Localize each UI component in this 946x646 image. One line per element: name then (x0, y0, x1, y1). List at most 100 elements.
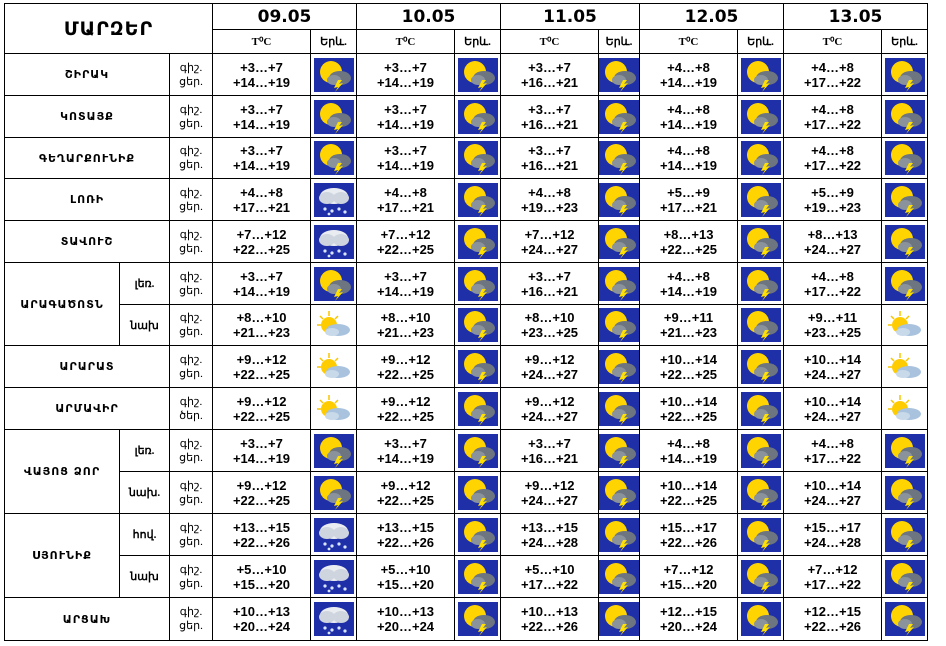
rain-cloud-icon (310, 597, 357, 641)
day-temperature: +17…+22 (803, 74, 862, 90)
night-temperature: +9…+12 (236, 351, 287, 367)
temperature-column-header: T⁰C (356, 29, 455, 54)
day-temperature: +20…+24 (659, 619, 718, 634)
region-row: ԿՈՏԱՅՔ գիշ. ցեր. +3…+7 +14…+19 +3…+7 +14…+19 … (4, 95, 928, 138)
day-label: ցեր. (179, 159, 203, 171)
night-temperature: +8…+13 (807, 226, 858, 242)
sun-cloud-thunder-icon (454, 137, 501, 179)
yerevan-column-header: Երև. (454, 29, 501, 54)
day-temperature: +14…+19 (659, 158, 718, 173)
temperature-cell: +10…+14 +24…+27 (783, 387, 882, 430)
night-label: գիշ. (179, 103, 203, 116)
temperature-cell: +15…+17 +22…+26 (639, 513, 738, 556)
temperature-cell: +9…+12 +22…+25 (356, 387, 455, 430)
sun-cloud-thunder-icon (737, 471, 784, 514)
region-row: ՇԻՐԱԿ գիշ. ցեր. +3…+7 +14…+19 +3…+7 +14…+19 +… (4, 53, 928, 96)
night-day-labels: գիշ. ցեր. (169, 304, 213, 346)
temperature-cell: +10…+13 +20…+24 (212, 597, 311, 641)
day-label: ցեր. (179, 620, 203, 632)
night-temperature: +10…+14 (659, 393, 718, 409)
night-label: գիշ. (179, 270, 203, 283)
temperature-cell: +8…+13 +22…+25 (639, 220, 738, 263)
day-temperature: +22…+25 (659, 241, 718, 257)
night-label: գիշ. (179, 186, 203, 199)
night-temperature: +8…+10 (524, 310, 575, 325)
sun-cloud-thunder-icon (881, 53, 928, 96)
night-temperature: +13…+15 (376, 519, 435, 535)
night-temperature: +3…+7 (528, 101, 571, 117)
sun-cloud-thunder-icon (598, 178, 640, 221)
night-temperature: +7…+12 (663, 561, 714, 577)
sun-cloud-thunder-icon (310, 95, 357, 138)
day-temperature: +24…+27 (803, 492, 862, 508)
day-temperature: +21…+23 (232, 325, 291, 340)
night-temperature: +4…+8 (667, 435, 710, 451)
night-temperature: +9…+12 (380, 393, 431, 409)
sun-cloud-thunder-icon (310, 262, 357, 305)
temperature-cell: +3…+7 +14…+19 (356, 53, 455, 96)
sun-cloud-thunder-icon (454, 220, 501, 263)
day-temperature: +17…+22 (803, 158, 862, 173)
day-temperature: +14…+19 (376, 74, 435, 90)
sun-cloud-thunder-icon (737, 220, 784, 263)
region-row: նախ. գիշ. ցեր. +9…+12 +22…+25 +9…+12 +22…+25 … (5, 471, 928, 514)
forecast-table: ՄԱՐԶԵՐ 09.05 10.05 11.05 12.05 13.05 T⁰C… (4, 3, 928, 641)
sun-cloud-thunder-icon (881, 471, 928, 514)
night-temperature: +5…+10 (524, 561, 575, 577)
day-temperature: +22…+25 (376, 241, 435, 257)
day-temperature: +17…+21 (232, 199, 291, 215)
day-temperature: +24…+27 (520, 366, 579, 382)
sun-cloud-thunder-icon (454, 53, 501, 96)
region-name: ԱՐԱԳԱԾՈՏՆ (4, 262, 120, 346)
day-temperature: +14…+19 (376, 283, 435, 299)
sun-cloud-icon (310, 345, 357, 388)
night-temperature: +7…+12 (524, 226, 575, 242)
sun-cloud-thunder-icon (454, 304, 501, 346)
region-row: ԱՐՄԱՎԻՐ գիշ. ծեր. +9…+12 +22…+25 +9…+12 +22…+… (4, 387, 928, 430)
night-day-labels: գիշ. ցեր. (169, 95, 213, 138)
day-temperature: +22…+26 (520, 619, 579, 634)
night-temperature: +3…+7 (240, 101, 283, 117)
night-temperature: +3…+7 (384, 101, 427, 117)
night-temperature: +3…+7 (240, 59, 283, 75)
day-temperature: +22…+25 (232, 492, 291, 508)
temperature-column-header: T⁰C (212, 29, 311, 54)
night-temperature: +9…+12 (236, 477, 287, 493)
temperature-cell: +4…+8 +14…+19 (639, 95, 738, 138)
night-temperature: +8…+10 (380, 310, 431, 325)
region-name: ԱՐՑԱԽ (4, 597, 170, 641)
day-temperature: +14…+19 (659, 450, 718, 466)
region-row: նախ գիշ. ցեր. +8…+10 +21…+23 +8…+10 +21…+23 +… (5, 304, 928, 346)
sun-cloud-thunder-icon (737, 555, 784, 598)
night-temperature: +5…+10 (236, 561, 287, 577)
temperature-cell: +5…+10 +15…+20 (356, 555, 455, 598)
night-temperature: +3…+7 (240, 435, 283, 451)
day-temperature: +23…+25 (520, 325, 579, 340)
sun-cloud-thunder-icon (598, 555, 640, 598)
day-temperature: +14…+19 (232, 283, 291, 299)
temperature-cell: +4…+8 +17…+22 (783, 262, 882, 305)
day-temperature: +14…+19 (376, 450, 435, 466)
sun-cloud-thunder-icon (598, 471, 640, 514)
night-temperature: +9…+12 (380, 477, 431, 493)
temperature-cell: +9…+12 +22…+25 (356, 471, 455, 514)
region-row: ԱՐՑԱԽ գիշ. ցեր. +10…+13 +20…+24 +10…+13 +20…+… (4, 597, 928, 641)
temperature-cell: +8…+10 +21…+23 (356, 304, 455, 346)
region-name: ՇԻՐԱԿ (4, 53, 170, 96)
day-temperature: +22…+26 (659, 534, 718, 550)
night-temperature: +3…+7 (384, 435, 427, 451)
temperature-cell: +10…+14 +22…+25 (639, 345, 738, 388)
temperature-cell: +4…+8 +17…+22 (783, 429, 882, 472)
sun-cloud-thunder-icon (737, 387, 784, 430)
region-name: ՍՅՈՒՆԻՔ (4, 513, 120, 598)
night-temperature: +4…+8 (811, 435, 854, 451)
subregion-label: հով. (119, 513, 170, 556)
temperature-cell: +9…+11 +21…+23 (639, 304, 738, 346)
sun-cloud-thunder-icon (310, 429, 357, 472)
temperature-cell: +3…+7 +14…+19 (212, 429, 311, 472)
sun-cloud-thunder-icon (454, 262, 501, 305)
temperature-cell: +5…+10 +17…+22 (500, 555, 599, 598)
date-header: 11.05 (500, 3, 640, 30)
night-label: գիշ. (179, 606, 203, 618)
night-temperature: +4…+8 (667, 59, 710, 75)
